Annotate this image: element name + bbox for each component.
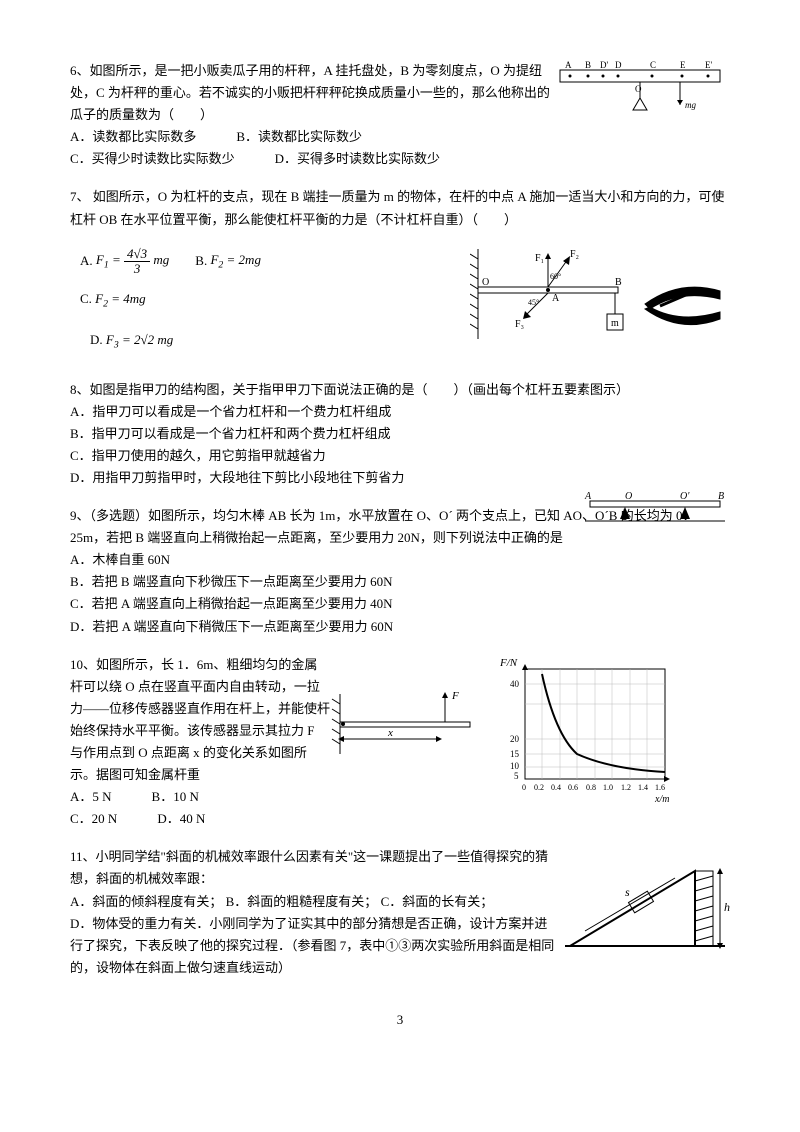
page-number: 3 [70,1009,730,1031]
q9-figure: A O O' B [580,489,730,536]
q8-stem: 8、如图是指甲刀的结构图，关于指甲甲刀下面说法正确的是（ ）（画出每个杠杆五要素… [70,379,730,401]
svg-text:F₂: F₂ [570,249,579,260]
q9-opt-c: C．若把 A 端竖直向上稍微抬起一点距离至少要用力 40N [70,593,580,615]
svg-text:O: O [635,84,642,94]
q7-stem: 7、 如图所示，O 为杠杆的支点，现在 B 端挂一质量为 m 的物体，在杆的中点… [70,186,730,230]
svg-text:h: h [724,900,730,914]
q8-opt-d: D．用指甲刀剪指甲时，大段地往下剪比小段地往下剪省力 [70,467,730,489]
svg-text:1.0: 1.0 [603,783,613,792]
svg-text:O: O [625,491,632,502]
svg-text:B: B [718,491,724,502]
svg-text:E': E' [705,60,712,70]
svg-text:A: A [584,491,592,502]
svg-text:45°: 45° [528,298,539,307]
svg-text:s: s [625,885,630,899]
svg-text:m: m [611,318,619,329]
q6-stem: 6、如图所示，是一把小贩卖瓜子用的杆秤，A 挂托盘处，B 为零刻度点，O 为提纽… [70,60,550,126]
q9-opt-d: D．若把 A 端竖直向下稍微压下一点距离至少要用力 60N [70,616,580,638]
q10-opt-c: C．20 N [70,808,117,830]
svg-text:0.8: 0.8 [586,783,596,792]
svg-text:F₃: F₃ [515,319,524,330]
q11-figure: s h [560,846,730,963]
q9-opt-a: A．木棒自重 60N [70,549,580,571]
svg-text:0: 0 [522,783,526,792]
question-9: 9、（多选题）如图所示，均匀木棒 AB 长为 1m，水平放置在 O、O´ 两个支… [70,505,730,638]
svg-text:5: 5 [514,771,519,781]
svg-text:10: 10 [510,761,520,771]
svg-text:D': D' [600,60,608,70]
question-11: 11、小明同学结"斜面的机械效率跟什么因素有关"这一课题提出了一些值得探究的猜想… [70,846,730,979]
svg-text:1.6: 1.6 [655,783,665,792]
q6-opt-d: D．买得多时读数比实际数少 [275,148,440,170]
q10-chart: F/N 40 20 15 [500,654,680,811]
q11-opt-b: B．斜面的粗糙程度有关； [226,894,378,909]
svg-text:F: F [451,690,459,702]
q9-opt-b: B．若把 B 端竖直向下秒微压下一点距离至少要用力 60N [70,571,580,593]
svg-text:F/N: F/N [500,657,518,669]
q10-opt-a: A．5 N [70,786,112,808]
lbl-A: A [565,60,572,70]
svg-text:1.4: 1.4 [638,783,648,792]
svg-text:15: 15 [510,749,520,759]
svg-text:40: 40 [510,679,520,689]
svg-text:F₁: F₁ [535,253,544,264]
q11-opt-a: A．斜面的倾斜程度有关； [70,894,222,909]
q10-stem: 10、如图所示，长 1．6m、粗细均匀的金属杆可以绕 O 点在竖直平面内自由转动… [70,654,330,787]
svg-text:B: B [585,60,591,70]
svg-text:1.2: 1.2 [621,783,631,792]
q6-opt-c: C．买得少时读数比实际数少 [70,148,235,170]
q11-opt-c: C．斜面的长有关； [381,894,494,909]
q8-opt-c: C．指甲刀使用的越久，用它剪指甲就越省力 [70,445,730,467]
q10-diagram: F x [330,654,500,771]
q6-opt-b: B．读数都比实际数少 [236,126,362,148]
svg-text:mg: mg [685,100,696,110]
q8-opt-a: A．指甲刀可以看成是一个省力杠杆和一个费力杠杆组成 [70,401,730,423]
q6-opt-a: A．读数都比实际数多 [70,126,196,148]
svg-text:O': O' [680,491,690,502]
svg-text:0.2: 0.2 [534,783,544,792]
q6-figure: A B D' D C E E' O mg [550,60,730,137]
svg-text:20: 20 [510,734,520,744]
svg-text:B: B [615,277,622,288]
question-7: 7、 如图所示，O 为杠杆的支点，现在 B 端挂一质量为 m 的物体，在杆的中点… [70,186,730,362]
svg-text:0.4: 0.4 [551,783,561,792]
svg-text:60°: 60° [550,272,561,281]
q11-stem: 11、小明同学结"斜面的机械效率跟什么因素有关"这一课题提出了一些值得探究的猜想… [70,846,560,890]
svg-text:D: D [615,60,622,70]
question-6: 6、如图所示，是一把小贩卖瓜子用的杆秤，A 挂托盘处，B 为零刻度点，O 为提纽… [70,60,730,170]
q10-opt-b: B．10 N [152,786,199,808]
svg-text:A: A [552,293,560,304]
q7-opt-a: A. F1 = 4√33 mg B. F2 = 2mg [80,247,470,277]
svg-text:x: x [387,727,393,739]
q7-figure: O B A F₁ F₂ 60° F₃ 45° m [470,239,730,356]
q7-opt-d: D. F3 = 2√2 mg [90,329,470,354]
q8-opt-b: B．指甲刀可以看成是一个省力杠杆和两个费力杠杆组成 [70,423,730,445]
q10-opt-d: D．40 N [157,808,205,830]
question-8: 8、如图是指甲刀的结构图，关于指甲甲刀下面说法正确的是（ ）（画出每个杠杆五要素… [70,379,730,489]
svg-text:E: E [680,60,686,70]
svg-text:C: C [650,60,656,70]
svg-text:x/m: x/m [654,794,669,804]
q11-opt-d: D．物体受的重力有关．小刚同学为了证实其中的部分猜想是否正确，设计方案并进行了探… [70,913,560,979]
svg-text:O: O [482,277,489,288]
q7-opt-c: C. F2 = 4mg [80,288,470,313]
question-10: 10、如图所示，长 1．6m、粗细均匀的金属杆可以绕 O 点在竖直平面内自由转动… [70,654,730,831]
svg-text:0.6: 0.6 [568,783,578,792]
